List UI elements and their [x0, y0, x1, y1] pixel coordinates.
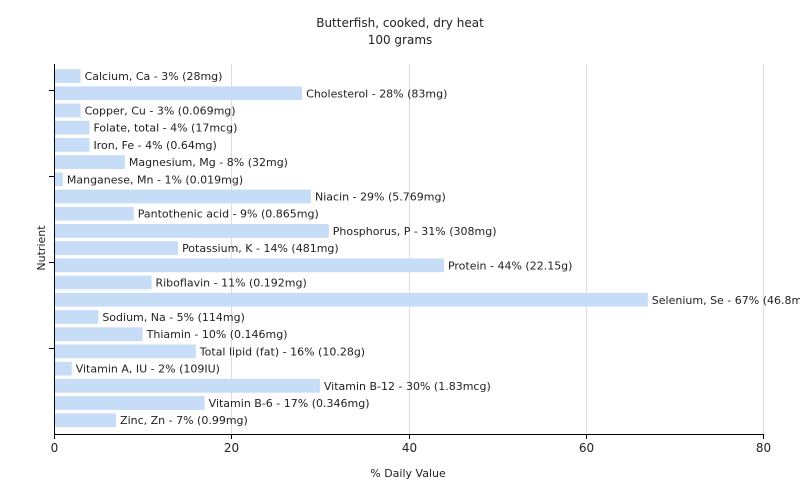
bar [54, 378, 320, 393]
bar [54, 206, 134, 221]
bar [54, 310, 99, 324]
bar-label: Pantothenic acid - 9% (0.865mg) [138, 208, 319, 221]
bar [54, 120, 90, 135]
bar [54, 189, 312, 204]
bar [54, 86, 303, 101]
bar [54, 396, 205, 410]
x-tick-label: 20 [224, 441, 239, 455]
y-axis-label: Nutrient [35, 225, 48, 271]
x-tick-label: 60 [579, 441, 594, 455]
x-tick-label: 80 [756, 441, 771, 455]
bar [54, 241, 179, 256]
x-tick-label: 40 [402, 441, 417, 455]
x-tick-label: 0 [51, 441, 59, 455]
bar-label: Protein - 44% (22.15g) [448, 259, 573, 272]
bar-label: Vitamin A, IU - 2% (109IU) [76, 363, 220, 376]
chart-title: Butterfish, cooked, dry heat [316, 16, 484, 30]
bar-label: Sodium, Na - 5% (114mg) [102, 311, 245, 324]
bar [54, 327, 143, 342]
bar-label: Phosphorus, P - 31% (308mg) [333, 225, 497, 238]
grid-lines [231, 64, 764, 434]
bar-label: Vitamin B-6 - 17% (0.346mg) [209, 397, 370, 410]
bar-label: Potassium, K - 14% (481mg) [182, 242, 339, 255]
bar-label: Thiamin - 10% (0.146mg) [146, 328, 288, 341]
bar [54, 172, 63, 187]
bar [54, 292, 648, 307]
bars: Calcium, Ca - 3% (28mg) Cholesterol - 28%… [54, 69, 800, 427]
bar [54, 155, 125, 169]
bar-label: Riboflavin - 11% (0.192mg) [155, 277, 306, 290]
bar [54, 344, 196, 359]
bar-label: Cholesterol - 28% (83mg) [306, 87, 447, 100]
bar-label: Iron, Fe - 4% (0.64mg) [93, 139, 216, 152]
bar-label: Manganese, Mn - 1% (0.019mg) [67, 173, 243, 186]
bar-label: Zinc, Zn - 7% (0.99mg) [120, 414, 248, 427]
bar-label: Niacin - 29% (5.769mg) [315, 191, 446, 204]
bar-label: Copper, Cu - 3% (0.069mg) [85, 104, 236, 117]
bar [54, 258, 444, 273]
bar [54, 413, 117, 428]
x-axis-label: % Daily Value [370, 467, 446, 480]
bar [54, 69, 81, 83]
bar-label: Calcium, Ca - 3% (28mg) [85, 70, 223, 83]
bar [54, 275, 152, 290]
bar [54, 138, 90, 152]
bar-label: Vitamin B-12 - 30% (1.83mcg) [324, 380, 491, 393]
bar [54, 224, 329, 238]
bar [54, 361, 72, 376]
bar-label: Total lipid (fat) - 16% (10.28g) [199, 345, 365, 358]
bar-label: Folate, total - 4% (17mcg) [93, 122, 237, 135]
bar-label: Selenium, Se - 67% (46.8mcg) [652, 294, 800, 307]
axes: 0 20 40 60 80 [49, 64, 771, 455]
chart-subtitle: 100 grams [368, 33, 433, 47]
bar-label: Magnesium, Mg - 8% (32mg) [129, 156, 288, 169]
bar [54, 103, 81, 118]
